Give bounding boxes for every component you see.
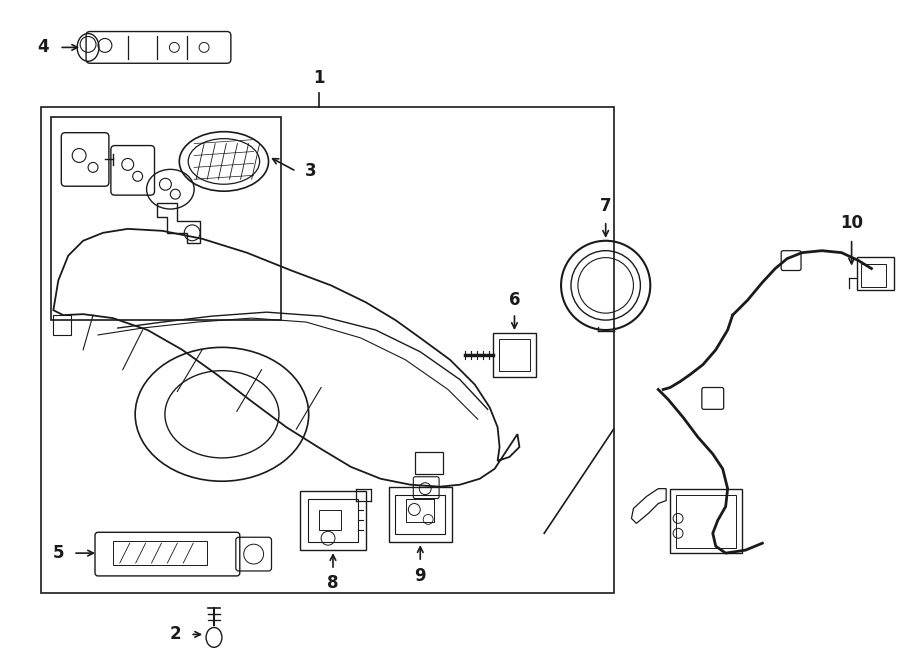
Text: 2: 2 xyxy=(169,625,181,643)
Text: 8: 8 xyxy=(328,574,338,592)
Bar xyxy=(51,117,282,320)
Bar xyxy=(857,256,895,290)
Bar xyxy=(670,488,742,553)
Bar xyxy=(53,315,71,335)
Bar xyxy=(308,498,358,542)
Bar xyxy=(499,339,530,371)
Text: 10: 10 xyxy=(840,214,863,232)
Text: 7: 7 xyxy=(600,197,611,215)
Text: 6: 6 xyxy=(508,292,520,309)
Bar xyxy=(41,107,614,593)
Bar xyxy=(301,490,365,550)
Bar xyxy=(320,510,341,530)
Text: 9: 9 xyxy=(414,567,426,585)
Bar xyxy=(395,494,445,534)
Bar xyxy=(860,264,886,288)
Bar xyxy=(389,486,452,542)
Bar xyxy=(415,452,443,474)
Bar xyxy=(676,494,735,548)
Text: 3: 3 xyxy=(305,163,317,180)
Bar xyxy=(407,498,434,522)
Text: 4: 4 xyxy=(38,38,50,56)
Text: 5: 5 xyxy=(52,544,64,562)
Text: 1: 1 xyxy=(313,69,325,87)
Bar xyxy=(492,333,536,377)
Bar xyxy=(112,541,207,565)
